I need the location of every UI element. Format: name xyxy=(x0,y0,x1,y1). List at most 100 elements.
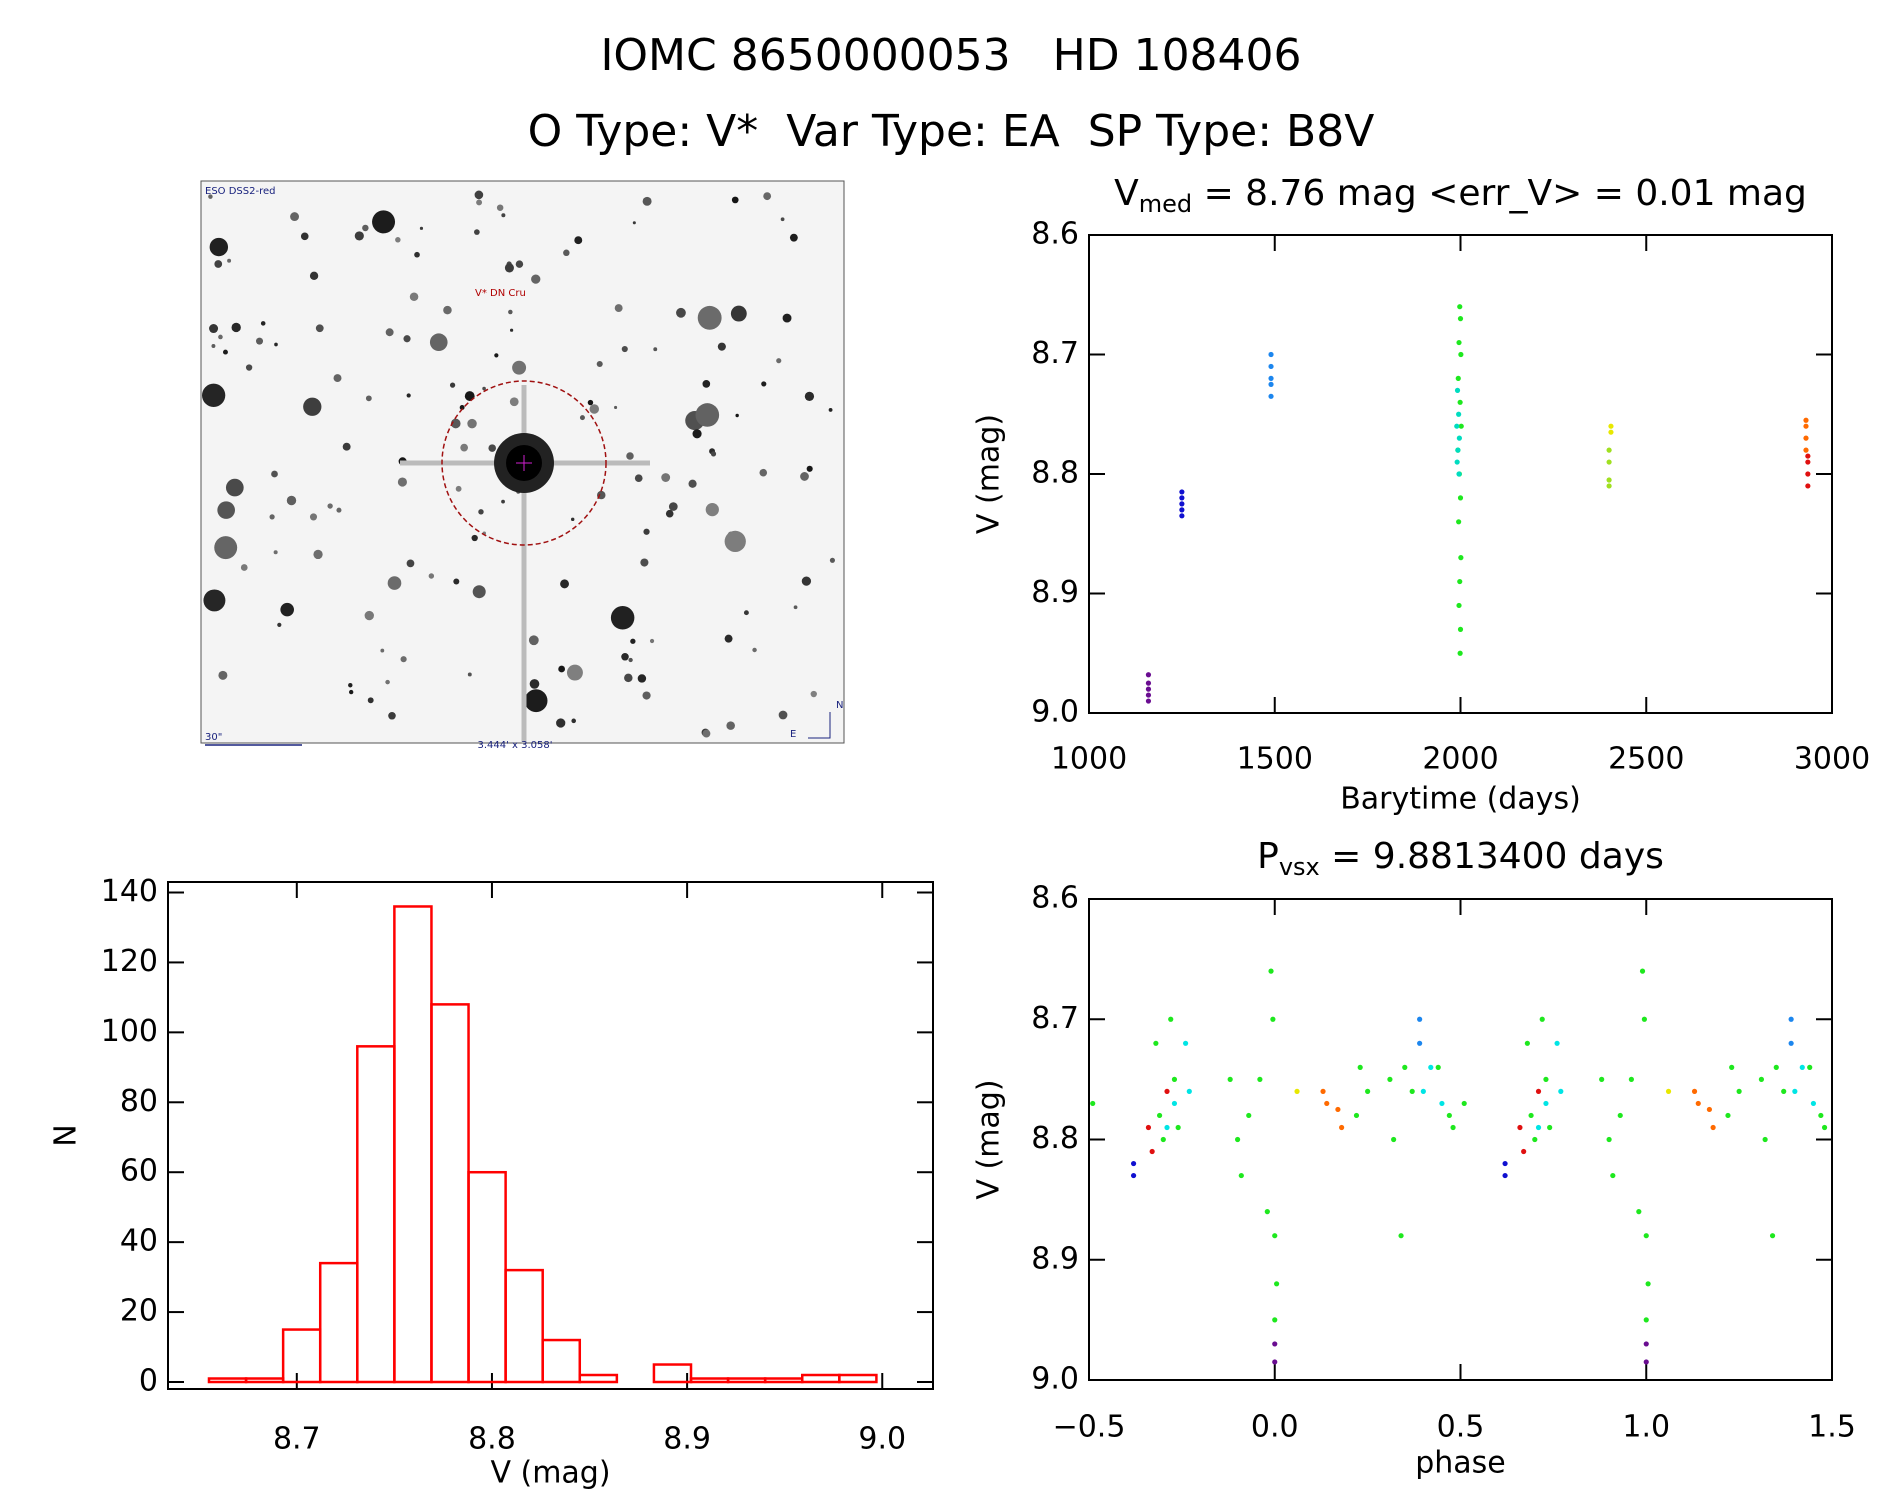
compass-east: E xyxy=(790,729,796,740)
star xyxy=(556,718,566,728)
data-point xyxy=(1179,513,1185,519)
x-tick-label: 2000 xyxy=(1422,742,1498,777)
star xyxy=(269,514,275,520)
data-point xyxy=(1458,423,1464,429)
data-point xyxy=(1171,1100,1178,1107)
compass-north: N xyxy=(836,700,843,711)
histogram-bar xyxy=(207,1377,248,1384)
star xyxy=(571,718,576,724)
star xyxy=(621,345,628,353)
star xyxy=(665,509,674,518)
star xyxy=(403,335,411,343)
star xyxy=(428,573,435,579)
star xyxy=(303,397,322,416)
star xyxy=(449,382,456,388)
data-point xyxy=(1639,968,1646,974)
star xyxy=(621,652,629,661)
y-tick-label: 20 xyxy=(120,1294,158,1329)
star xyxy=(676,307,686,318)
data-point xyxy=(1455,375,1461,381)
y-tick-label: 8.6 xyxy=(1031,881,1079,916)
star xyxy=(695,403,720,427)
data-point xyxy=(1788,1040,1794,1046)
title-text: = 9.8813400 days xyxy=(1320,836,1664,877)
star xyxy=(579,415,585,421)
data-point xyxy=(1457,304,1463,310)
data-point xyxy=(1454,387,1461,393)
data-point xyxy=(1695,1100,1701,1107)
data-point xyxy=(1268,968,1274,974)
data-point xyxy=(1725,1112,1731,1119)
star xyxy=(214,536,238,560)
star xyxy=(429,333,448,352)
x-tick-label: 1.0 xyxy=(1622,1410,1670,1445)
star xyxy=(309,513,318,521)
data-point xyxy=(1792,1088,1798,1094)
histogram-bar xyxy=(504,1268,544,1384)
data-point xyxy=(1387,1076,1393,1082)
data-point xyxy=(1773,1064,1779,1070)
histogram-bar xyxy=(430,1003,470,1384)
star xyxy=(409,292,419,302)
x-axis-label: phase xyxy=(1415,1446,1506,1481)
data-point xyxy=(1456,519,1462,525)
star xyxy=(828,407,833,412)
star xyxy=(752,647,757,653)
star xyxy=(354,231,364,241)
x-tick-label: 1000 xyxy=(1051,742,1127,777)
star xyxy=(274,342,278,347)
data-point xyxy=(1461,1100,1467,1107)
star xyxy=(362,224,369,232)
star xyxy=(806,465,813,472)
y-tick-label: 140 xyxy=(101,874,158,909)
y-tick-label: 9.0 xyxy=(1031,695,1079,730)
star xyxy=(208,194,213,199)
data-point xyxy=(1335,1106,1341,1113)
star xyxy=(260,321,266,326)
star xyxy=(395,237,401,243)
y-tick-label: 8.7 xyxy=(1031,1001,1079,1036)
star xyxy=(509,397,519,407)
star xyxy=(634,474,643,483)
data-point xyxy=(1145,698,1152,704)
data-point xyxy=(1643,1341,1649,1347)
star xyxy=(478,509,484,515)
data-point xyxy=(1357,1064,1363,1070)
star xyxy=(804,391,815,401)
star xyxy=(406,393,411,398)
histogram-bar xyxy=(838,1373,878,1384)
data-point xyxy=(1457,626,1464,632)
x-tick-label: 2500 xyxy=(1608,742,1684,777)
data-point xyxy=(1428,1064,1434,1070)
data-point xyxy=(1643,1233,1649,1239)
data-point xyxy=(1264,1209,1270,1215)
histogram-bar xyxy=(393,905,433,1384)
chart: 1000 1500 2000 2500 3000 8.6 8.7 8.8 8.9 9.0 Baryt… xyxy=(972,173,1871,817)
star xyxy=(614,304,623,313)
star xyxy=(731,196,739,204)
page-subtitle: O Type: V* Var Type: EA SP Type: B8V xyxy=(528,106,1375,157)
data-point xyxy=(1272,1317,1278,1323)
star xyxy=(385,328,394,337)
data-point xyxy=(1691,1088,1698,1094)
star xyxy=(630,638,636,644)
data-point xyxy=(1130,1160,1137,1167)
star xyxy=(726,721,735,730)
star xyxy=(372,210,396,234)
data-point xyxy=(1420,1088,1426,1094)
x-tick-label: 8.8 xyxy=(468,1422,516,1457)
star xyxy=(300,232,309,241)
data-point xyxy=(1435,1064,1441,1070)
data-point xyxy=(1788,1016,1794,1022)
star xyxy=(801,576,812,586)
data-point xyxy=(1458,351,1464,358)
star xyxy=(286,495,297,506)
star xyxy=(528,635,539,646)
y-tick-label: 60 xyxy=(120,1154,158,1189)
data-point xyxy=(1803,447,1809,453)
star xyxy=(336,507,342,513)
star xyxy=(515,260,524,268)
star xyxy=(280,602,294,617)
data-point xyxy=(1186,1088,1192,1094)
data-point xyxy=(1547,1124,1553,1131)
